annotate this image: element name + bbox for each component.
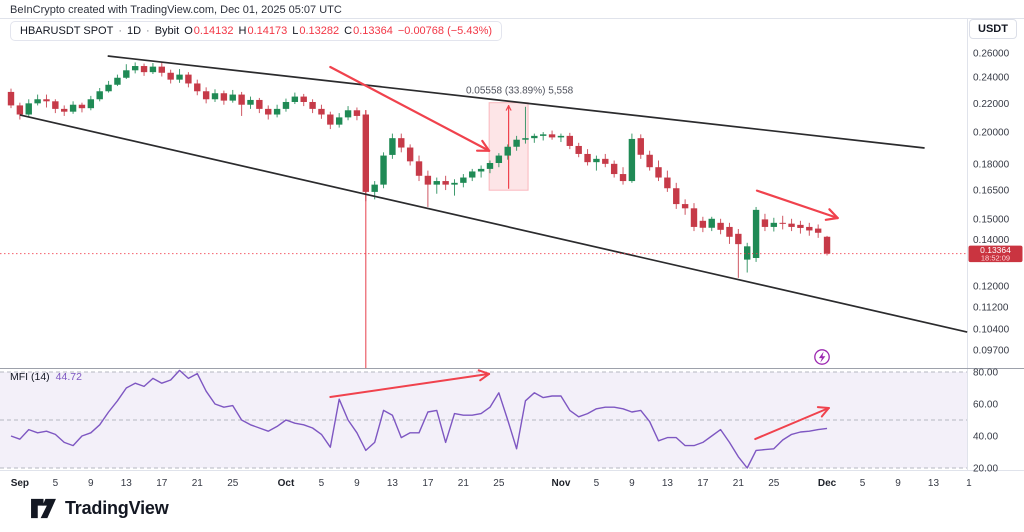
- svg-text:0.18000: 0.18000: [973, 159, 1010, 170]
- svg-text:0.11200: 0.11200: [973, 302, 1009, 313]
- svg-text:0.24000: 0.24000: [973, 73, 1010, 84]
- svg-text:21: 21: [192, 478, 204, 489]
- svg-text:17: 17: [156, 478, 168, 489]
- svg-text:0.14000: 0.14000: [973, 235, 1010, 246]
- svg-text:13: 13: [928, 478, 940, 489]
- svg-text:25: 25: [493, 478, 505, 489]
- change-value: −0.00768 (−5.43%): [397, 25, 493, 37]
- flash-icon[interactable]: [814, 349, 830, 365]
- svg-text:0.26000: 0.26000: [973, 49, 1010, 60]
- svg-text:5: 5: [594, 478, 600, 489]
- svg-text:5: 5: [319, 478, 325, 489]
- svg-text:13: 13: [387, 478, 399, 489]
- svg-text:25: 25: [768, 478, 780, 489]
- tradingview-logo[interactable]: TradingView: [30, 497, 169, 520]
- svg-text:60.00: 60.00: [973, 400, 998, 411]
- svg-text:1: 1: [966, 478, 972, 489]
- svg-text:17: 17: [697, 478, 709, 489]
- svg-text:25: 25: [227, 478, 239, 489]
- svg-text:18:52:09: 18:52:09: [981, 253, 1010, 262]
- svg-text:0.16500: 0.16500: [973, 186, 1010, 197]
- svg-text:13: 13: [662, 478, 674, 489]
- indicator-value: 44.72: [55, 371, 82, 383]
- svg-text:0.09700: 0.09700: [973, 346, 1010, 357]
- exchange-label: Bybit: [154, 25, 180, 37]
- svg-text:0.22000: 0.22000: [973, 99, 1010, 110]
- mfi-arrow-2: [754, 406, 830, 441]
- svg-text:17: 17: [422, 478, 434, 489]
- svg-text:0.20000: 0.20000: [973, 128, 1010, 139]
- svg-text:40.00: 40.00: [973, 432, 998, 443]
- svg-text:Dec: Dec: [818, 478, 837, 489]
- trend-arrow-1: [329, 65, 491, 152]
- ohlc-low: L 0.13282: [292, 25, 340, 37]
- svg-text:0.15000: 0.15000: [973, 214, 1010, 225]
- svg-text:13: 13: [121, 478, 133, 489]
- svg-text:9: 9: [354, 478, 360, 489]
- svg-text:21: 21: [458, 478, 470, 489]
- time-axis[interactable]: Sep 5 9 13 17 21 25 Oct 5 9 13 17 21 25 Nov 5 9 13 17 21 25 D…: [11, 478, 972, 489]
- indicator-name[interactable]: MFI (14): [10, 371, 50, 383]
- svg-text:80.00: 80.00: [973, 368, 998, 379]
- svg-text:9: 9: [895, 478, 901, 489]
- svg-text:0.12000: 0.12000: [973, 282, 1010, 293]
- svg-text:21: 21: [733, 478, 745, 489]
- svg-text:20.00: 20.00: [973, 464, 998, 475]
- currency-toggle-button[interactable]: USDT: [969, 19, 1017, 39]
- svg-text:5: 5: [860, 478, 866, 489]
- legend-separator: ·: [146, 25, 150, 37]
- trend-arrow-2: [755, 189, 839, 221]
- mfi-line: [10, 369, 828, 469]
- ohlc-close: C 0.13364: [344, 25, 393, 37]
- svg-text:Nov: Nov: [551, 478, 570, 489]
- ohlc-high: H 0.14173: [238, 25, 288, 37]
- upper-trendline[interactable]: [107, 55, 925, 149]
- attribution-text: BeInCrypto created with TradingView.com,…: [10, 4, 342, 16]
- tradingview-logo-icon: [31, 498, 56, 519]
- indicator-legend[interactable]: MFI (14) 44.72: [10, 371, 82, 383]
- svg-text:Oct: Oct: [278, 478, 295, 489]
- svg-text:9: 9: [629, 478, 635, 489]
- mfi-arrow-1: [329, 369, 491, 398]
- timeframe-label[interactable]: 1D: [126, 25, 142, 37]
- svg-text:Sep: Sep: [11, 478, 29, 489]
- symbol-title[interactable]: HBARUSDT SPOT: [20, 25, 114, 37]
- tradingview-logo-text: TradingView: [65, 498, 169, 518]
- ohlc-open: O 0.14132: [184, 25, 234, 37]
- svg-text:5: 5: [53, 478, 59, 489]
- svg-text:0.13364: 0.13364: [980, 245, 1011, 255]
- measure-label: 0.05558 (33.89%) 5,558: [466, 86, 574, 97]
- price-axis[interactable]: 0.26000 0.24000 0.22000 0.20000 0.18000 0.165…: [973, 49, 1010, 475]
- candlestick-series: [7, 62, 831, 278]
- lower-trendline[interactable]: [19, 114, 968, 333]
- legend-separator: ·: [118, 25, 122, 37]
- symbol-legend[interactable]: HBARUSDT SPOT · 1D · Bybit O 0.14132 H 0.1…: [10, 21, 503, 41]
- svg-text:0.10400: 0.10400: [973, 325, 1010, 336]
- svg-text:9: 9: [88, 478, 94, 489]
